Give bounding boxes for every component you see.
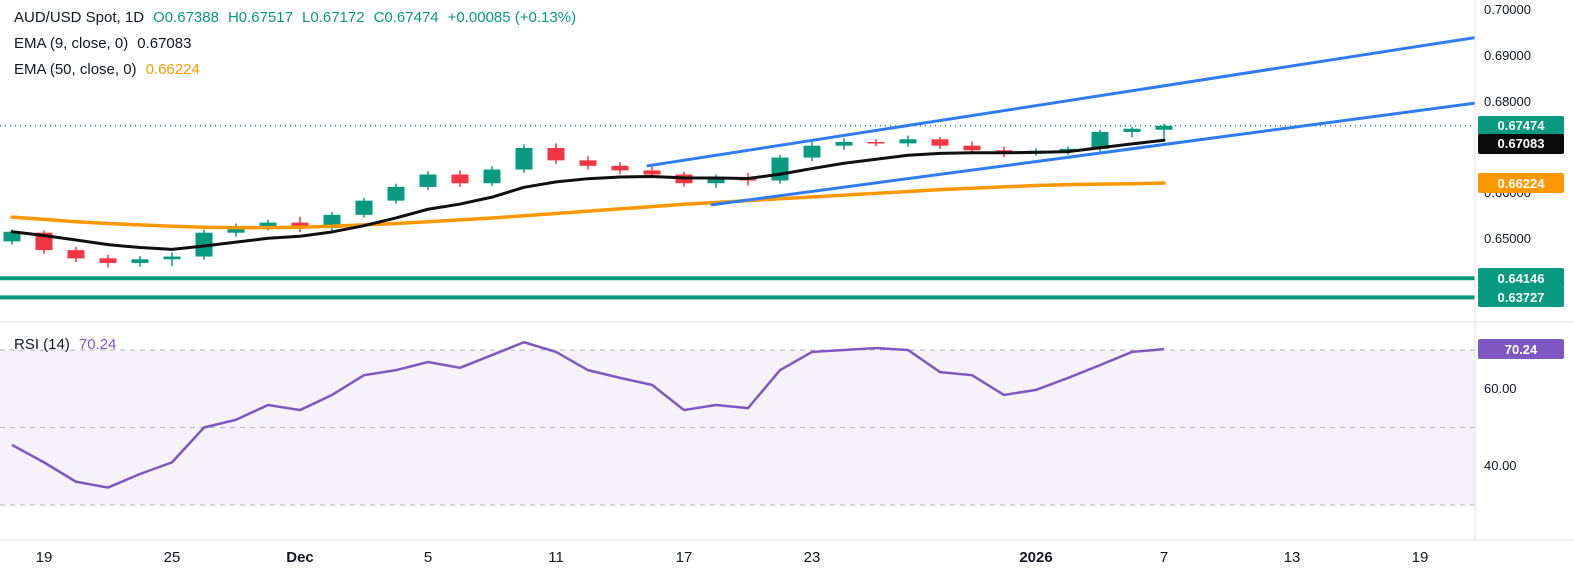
candle-body[interactable] (483, 169, 501, 184)
ohlc-low: L0.67172 (302, 9, 365, 26)
candle-body[interactable] (707, 178, 725, 184)
rsi-pane[interactable] (0, 341, 1475, 506)
price-badge: 0.66224 (1478, 173, 1564, 194)
candle-body[interactable] (899, 139, 917, 144)
price-badge: 0.63727 (1478, 287, 1564, 308)
rsi-badge: 70.24 (1478, 339, 1564, 360)
candle-body[interactable] (1123, 128, 1141, 132)
ohlc-high: H0.67517 (227, 9, 293, 26)
candle-body[interactable] (963, 145, 981, 151)
candle-body[interactable] (867, 142, 885, 144)
ema50-legend-row: EMA (50, close, 0) 0.66224 (14, 57, 576, 83)
candle-body[interactable] (355, 200, 373, 215)
time-label[interactable]: 11 (548, 549, 564, 566)
candle-body[interactable] (451, 174, 469, 184)
time-label[interactable]: 2026 (1019, 549, 1053, 566)
time-label[interactable]: 17 (675, 549, 693, 566)
rsi-tick: 60.00 (1484, 380, 1517, 396)
candle-body[interactable] (579, 160, 597, 166)
rsi-label[interactable]: RSI (14) (14, 336, 70, 353)
candle-body[interactable] (387, 186, 405, 201)
rsi-tick: 40.00 (1484, 458, 1517, 474)
candle-body[interactable] (547, 147, 565, 161)
ema9-label[interactable]: EMA (9, close, 0) (14, 35, 129, 52)
candle-body[interactable] (515, 147, 533, 170)
ema9-value: 0.67083 (137, 35, 192, 52)
price-tick: 0.65000 (1484, 231, 1531, 247)
price-badge: 0.67474 (1478, 115, 1564, 136)
trendline[interactable] (646, 36, 1475, 168)
symbol-legend-row: AUD/USD Spot, 1D O0.67388 H0.67517 L0.67… (14, 5, 576, 31)
candle-body[interactable] (259, 222, 277, 227)
candle-body[interactable] (163, 256, 181, 260)
candle-body[interactable] (1155, 125, 1173, 130)
ohlc-change: +0.00085 (+0.13%) (447, 9, 577, 26)
price-tick: 0.68000 (1484, 93, 1531, 109)
candle-body[interactable] (227, 226, 245, 233)
candle-body[interactable] (611, 165, 629, 171)
candle-body[interactable] (1091, 131, 1109, 149)
price-tick: 0.70000 (1484, 2, 1531, 18)
price-tick: 0.69000 (1484, 47, 1531, 63)
candle-body[interactable] (771, 157, 789, 181)
time-label[interactable]: Dec (286, 549, 314, 566)
candle-body[interactable] (291, 222, 309, 229)
time-label[interactable]: 7 (1159, 549, 1169, 566)
price-pane[interactable] (0, 36, 1475, 300)
rsi-value: 70.24 (78, 336, 117, 353)
time-label[interactable]: 19 (35, 549, 53, 566)
ohlc-open: O0.67388 (153, 9, 219, 26)
time-label[interactable]: 25 (163, 549, 181, 566)
candle-body[interactable] (1059, 148, 1077, 151)
candle-body[interactable] (131, 259, 149, 263)
ema50-value: 0.66224 (145, 61, 200, 78)
candle-body[interactable] (931, 139, 949, 146)
ema9-line[interactable] (10, 138, 1166, 251)
rsi-legend: RSI (14) 70.24 (14, 336, 116, 353)
time-label[interactable]: 19 (1411, 549, 1429, 566)
ema50-line[interactable] (10, 181, 1166, 230)
ema9-legend-row: EMA (9, close, 0) 0.67083 (14, 31, 576, 57)
trendline[interactable] (710, 101, 1475, 207)
rsi-band (0, 350, 1475, 505)
price-badge: 0.67083 (1478, 133, 1564, 154)
time-label[interactable]: 13 (1283, 549, 1301, 566)
candle-body[interactable] (803, 145, 821, 158)
time-label[interactable]: 5 (423, 549, 433, 566)
candle-body[interactable] (419, 174, 437, 187)
candle-body[interactable] (3, 231, 21, 242)
price-badge: 0.64146 (1478, 268, 1564, 289)
candle-body[interactable] (67, 250, 85, 259)
time-label[interactable]: 23 (803, 549, 821, 566)
candle-body[interactable] (643, 170, 661, 175)
ohlc-close: C0.67474 (373, 9, 439, 26)
candle-body[interactable] (99, 258, 117, 263)
rsi-line[interactable] (11, 341, 1165, 489)
ema50-label[interactable]: EMA (50, close, 0) (14, 61, 137, 78)
chart-legend: AUD/USD Spot, 1D O0.67388 H0.67517 L0.67… (14, 5, 576, 83)
candle-body[interactable] (835, 142, 853, 146)
symbol-title[interactable]: AUD/USD Spot, 1D (14, 9, 145, 26)
